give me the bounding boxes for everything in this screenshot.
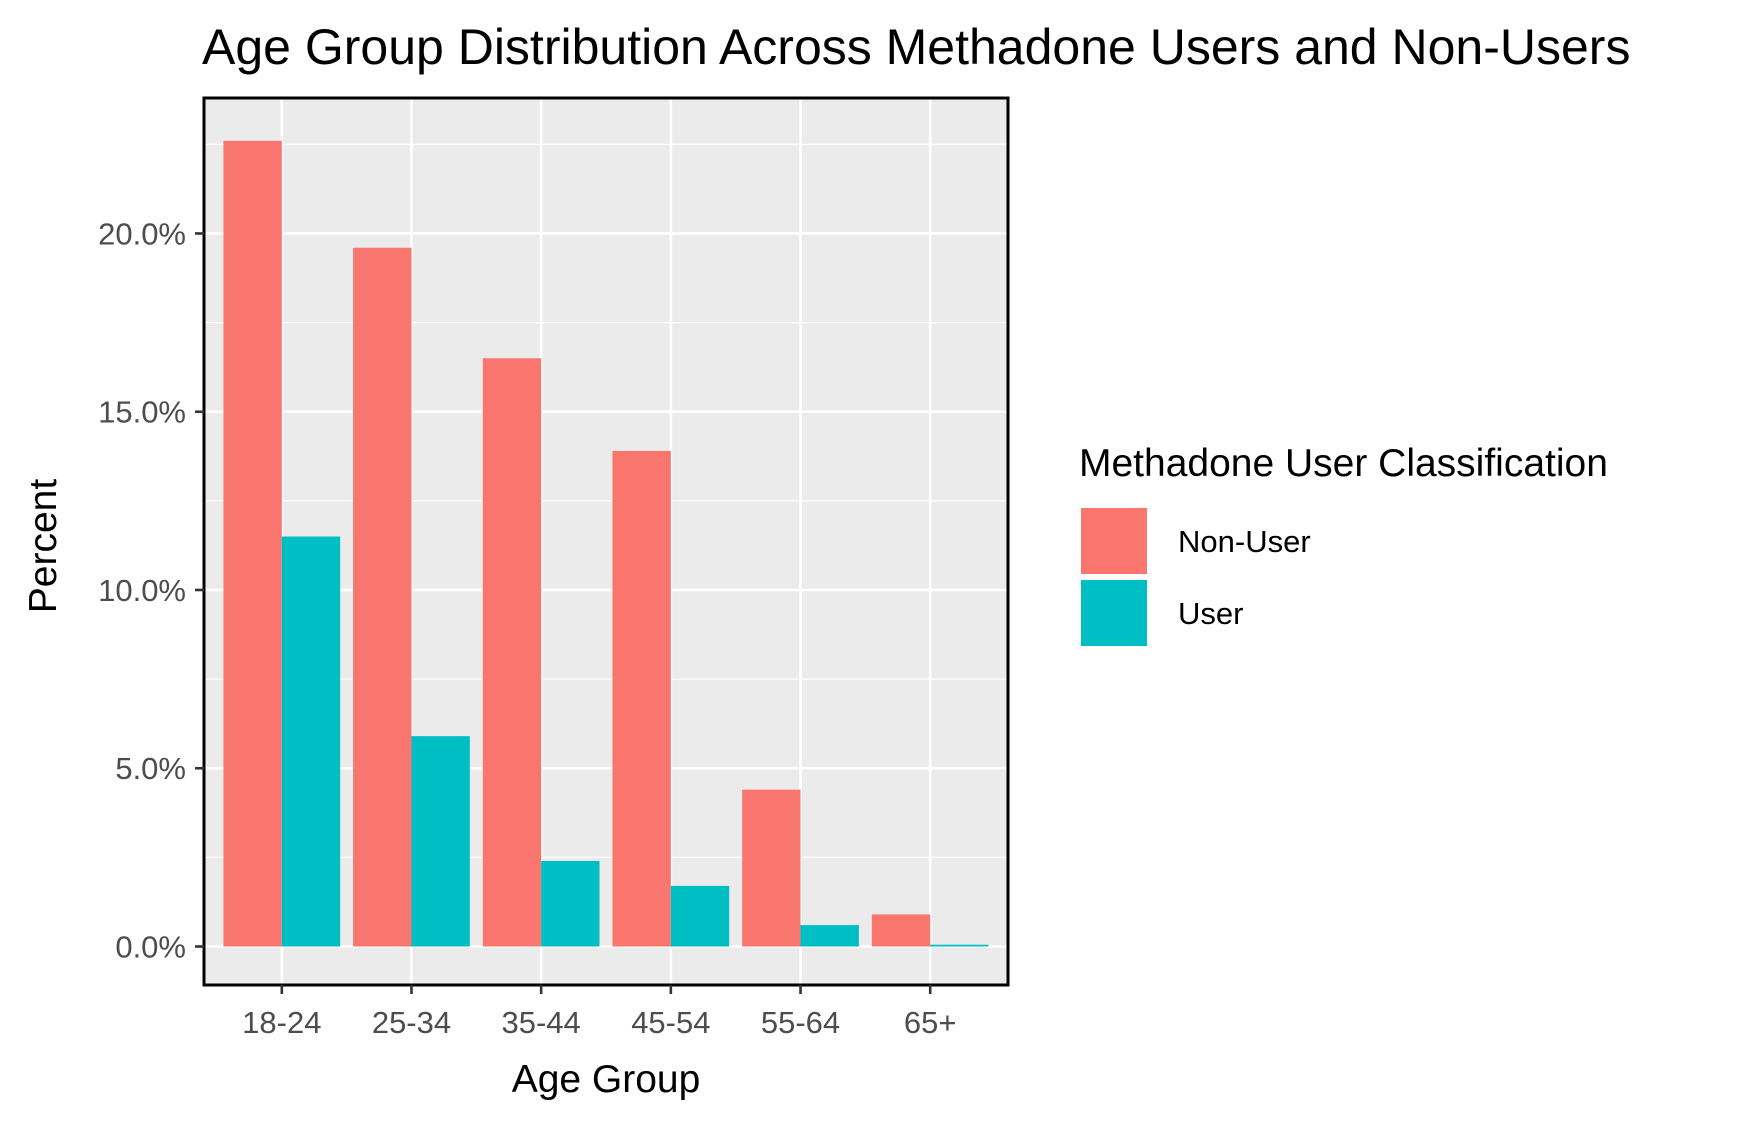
bar-user-65+ [930, 944, 989, 947]
bar-user-45-54 [670, 885, 730, 947]
x-tick-label: 35-44 [502, 1005, 581, 1040]
y-tick-label: 0.0% [115, 929, 186, 964]
chart-title: Age Group Distribution Across Methadone … [202, 19, 1630, 75]
bar-user-55-64 [800, 925, 859, 947]
x-tick-label: 25-34 [372, 1005, 451, 1040]
x-axis-title: Age Group [512, 1058, 701, 1101]
panel-border [202, 96, 1010, 987]
x-tick-label: 45-54 [631, 1005, 710, 1040]
bar-non-user-65+ [871, 914, 931, 947]
legend-key-user [1081, 580, 1147, 646]
legend: Methadone User Classification Non-User Us… [1079, 442, 1608, 646]
legend-label-user: User [1178, 596, 1243, 631]
x-tick-label: 18-24 [242, 1005, 321, 1040]
y-axis-title: Percent [22, 479, 65, 614]
legend-items: Non-User User [1081, 508, 1311, 646]
legend-title: Methadone User Classification [1079, 442, 1608, 485]
x-tick-label: 55-64 [761, 1005, 840, 1040]
legend-key-non-user [1081, 508, 1147, 574]
y-tick-label: 10.0% [98, 573, 186, 608]
bar-non-user-35-44 [482, 358, 542, 947]
bar-non-user-45-54 [612, 450, 671, 947]
bar-non-user-25-34 [353, 247, 412, 947]
y-tick-label: 5.0% [115, 751, 186, 786]
bar-user-35-44 [541, 860, 600, 947]
bar-non-user-55-64 [742, 789, 801, 947]
legend-label-non-user: Non-User [1178, 524, 1311, 559]
bar-user-25-34 [411, 736, 470, 947]
x-tick-label: 65+ [904, 1005, 957, 1040]
bar-user-18-24 [281, 536, 341, 947]
y-tick-label: 20.0% [98, 216, 186, 251]
plot-area: 0.0% 5.0% 10.0% 15.0% 20.0% 18-24 25-34 35-44 45… [98, 96, 1010, 1040]
y-tick-label: 15.0% [98, 395, 186, 430]
bar-non-user-18-24 [223, 140, 282, 947]
